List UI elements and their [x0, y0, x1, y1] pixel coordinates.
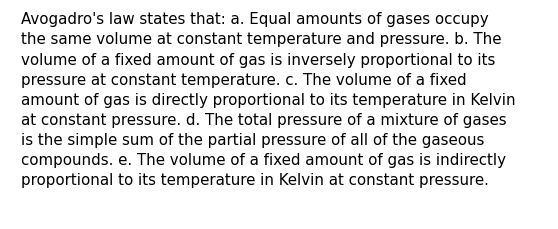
Text: Avogadro's law states that: a. Equal amounts of gases occupy
the same volume at : Avogadro's law states that: a. Equal amo… — [21, 12, 516, 187]
